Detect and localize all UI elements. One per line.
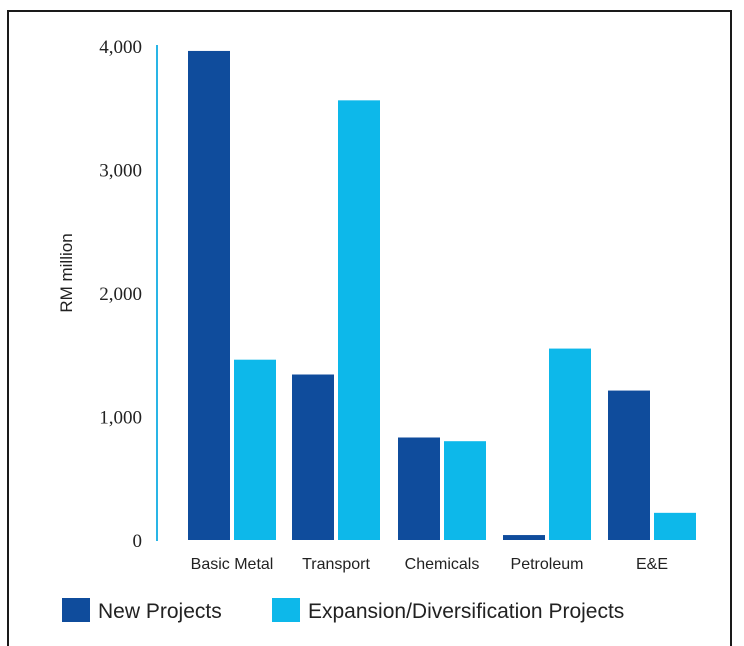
bar-new-petroleum [503,535,545,540]
category-label: Chemicals [405,556,480,573]
bar-new-e-e [608,390,650,540]
bar-new-basic-metal [188,50,230,540]
bars [188,50,696,540]
legend-label: New Projects [98,600,222,623]
y-tick-label: 1,000 [99,408,142,429]
category-label: Petroleum [511,556,584,573]
bar-expansion-transport [338,100,380,540]
y-tick-label: 3,000 [99,161,142,182]
bar-expansion-chemicals [444,441,486,540]
y-tick-label: 4,000 [99,37,142,58]
y-tick-label: 2,000 [99,284,142,305]
y-tick-labels: 0 1,000 2,000 3,000 4,000 [99,37,142,552]
bar-new-transport [292,374,334,540]
category-label: E&E [636,556,668,573]
bar-expansion-petroleum [549,348,591,540]
legend: New Projects Expansion/Diversification Pr… [62,598,624,623]
legend-label: Expansion/Diversification Projects [308,600,624,623]
legend-swatch [272,598,300,622]
category-labels: Basic Metal Transport Chemicals Petroleum E&… [191,556,668,573]
category-label: Transport [302,556,370,573]
y-tick-label: 0 [133,531,143,552]
bar-new-chemicals [398,437,440,540]
legend-swatch [62,598,90,622]
y-axis-label: RM million [57,233,76,312]
bar-expansion-e-e [654,512,696,540]
bar-expansion-basic-metal [234,359,276,540]
category-label: Basic Metal [191,556,274,573]
